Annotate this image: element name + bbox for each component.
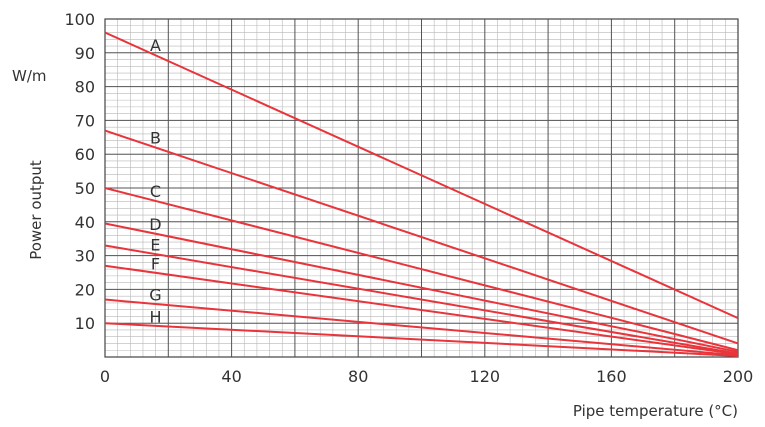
y-axis-title: Power output xyxy=(27,160,45,260)
y-tick-label: 70 xyxy=(75,111,95,130)
x-axis-title: Pipe temperature (°C) xyxy=(573,402,738,420)
y-tick-labels: 10 20 30 40 50 60 70 80 90 100 xyxy=(64,10,95,333)
major-gridlines xyxy=(104,18,739,358)
y-tick-label: 80 xyxy=(75,78,95,97)
y-tick-label: 20 xyxy=(75,280,95,299)
x-tick-label: 0 xyxy=(100,367,110,386)
x-tick-label: 40 xyxy=(221,367,241,386)
series-line-a xyxy=(104,31,739,320)
y-tick-label: 60 xyxy=(75,145,95,164)
series-line-b xyxy=(104,129,739,345)
series-label-h: H xyxy=(149,308,161,327)
x-tick-labels: 0 40 80 120 160 200 xyxy=(100,367,753,386)
series-label-a: A xyxy=(150,36,161,55)
series-line-e xyxy=(104,244,739,355)
series-lines xyxy=(104,31,739,357)
y-tick-label: 40 xyxy=(75,213,95,232)
series-line-d xyxy=(104,222,739,353)
series-label-b: B xyxy=(150,129,161,148)
y-tick-label: 30 xyxy=(75,247,95,266)
x-tick-label: 160 xyxy=(596,367,627,386)
y-tick-label: 100 xyxy=(64,10,95,29)
series-line-c xyxy=(104,187,739,352)
series-label-e: E xyxy=(150,236,160,255)
series-label-f: F xyxy=(151,254,160,273)
x-tick-label: 200 xyxy=(723,367,754,386)
y-tick-label: 90 xyxy=(75,44,95,63)
series-line-g xyxy=(104,298,739,357)
series-line-f xyxy=(104,264,739,356)
series-label-g: G xyxy=(149,286,161,305)
series-label-d: D xyxy=(149,215,161,234)
x-tick-label: 120 xyxy=(470,367,501,386)
y-axis-unit: W/m xyxy=(12,67,47,85)
y-tick-label: 10 xyxy=(75,314,95,333)
series-line-h xyxy=(104,322,739,357)
series-label-c: C xyxy=(150,182,161,201)
x-tick-label: 80 xyxy=(348,367,368,386)
y-tick-label: 50 xyxy=(75,179,95,198)
